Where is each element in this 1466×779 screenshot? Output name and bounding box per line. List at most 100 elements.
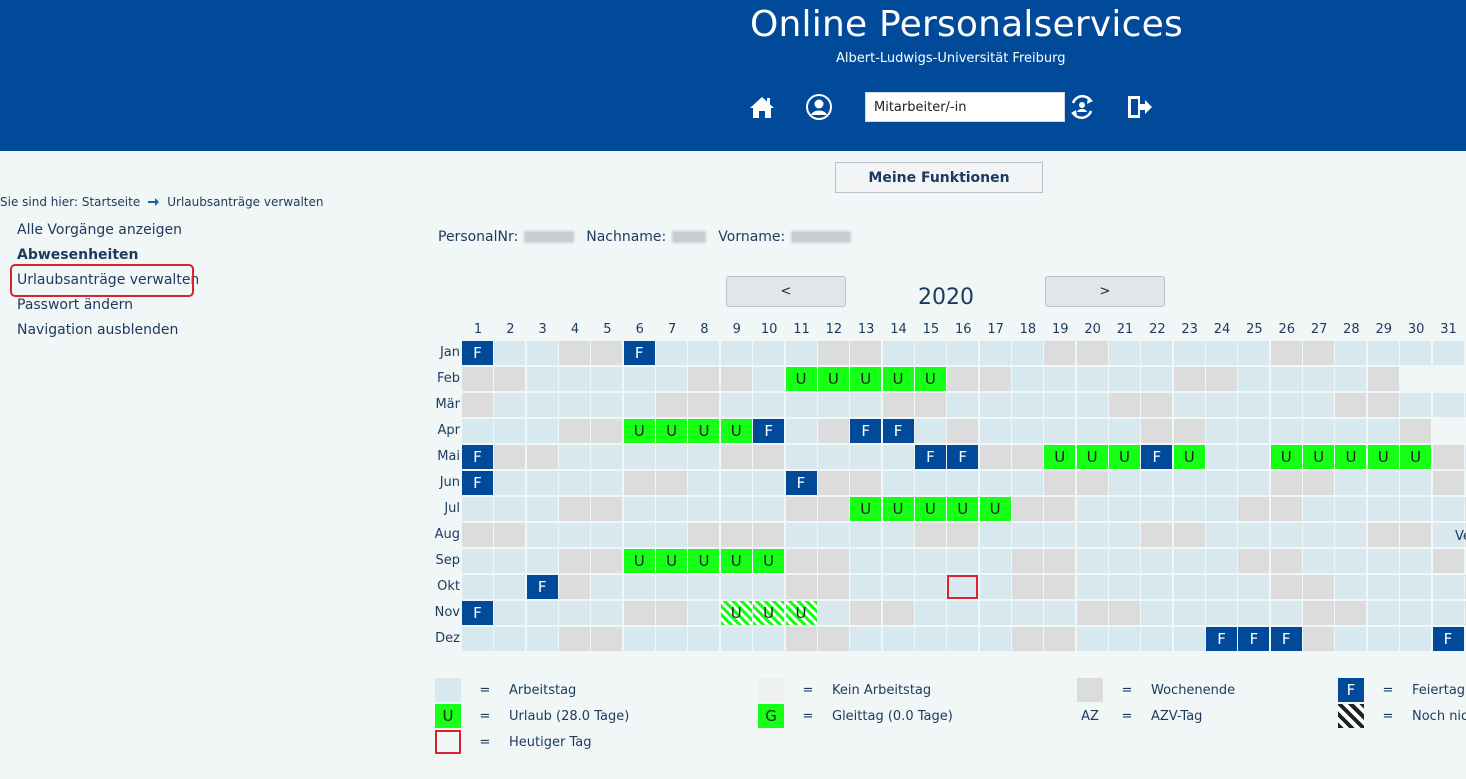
calendar-day-cell[interactable]	[526, 367, 558, 391]
calendar-day-cell[interactable]	[785, 393, 817, 417]
calendar-day-cell[interactable]	[1173, 341, 1205, 365]
calendar-day-cell[interactable]	[817, 601, 849, 625]
calendar-day-cell[interactable]	[979, 341, 1011, 365]
calendar-day-cell[interactable]	[785, 341, 817, 365]
calendar-day-cell[interactable]	[1432, 575, 1464, 599]
calendar-day-cell[interactable]	[1270, 601, 1302, 625]
calendar-day-cell[interactable]	[1206, 497, 1238, 521]
home-icon[interactable]	[747, 92, 777, 122]
calendar-day-cell[interactable]	[1303, 549, 1335, 573]
calendar-day-cell[interactable]	[785, 523, 817, 547]
calendar-vacation-cell[interactable]: U	[1303, 445, 1335, 469]
calendar-day-cell[interactable]	[656, 367, 688, 391]
calendar-day-cell[interactable]	[688, 341, 720, 365]
calendar-day-cell[interactable]	[623, 523, 655, 547]
calendar-day-cell[interactable]	[720, 497, 752, 521]
calendar-day-cell[interactable]	[914, 627, 946, 651]
my-functions-button[interactable]: Meine Funktionen	[835, 162, 1043, 193]
calendar-day-cell[interactable]	[720, 393, 752, 417]
calendar-day-cell[interactable]	[559, 393, 591, 417]
calendar-day-cell[interactable]	[1238, 367, 1270, 391]
calendar-day-cell[interactable]	[688, 445, 720, 469]
calendar-day-cell[interactable]	[1173, 471, 1205, 495]
calendar-day-cell[interactable]	[720, 575, 752, 599]
calendar-day-cell[interactable]	[1173, 497, 1205, 521]
calendar-day-cell[interactable]	[591, 601, 623, 625]
nav-item-absences[interactable]: Abwesenheiten	[17, 247, 139, 263]
calendar-day-cell[interactable]	[1109, 549, 1140, 573]
calendar-day-cell[interactable]	[914, 601, 946, 625]
calendar-day-cell[interactable]	[494, 575, 526, 599]
calendar-day-cell[interactable]	[688, 471, 720, 495]
calendar-day-cell[interactable]	[1141, 367, 1173, 391]
calendar-day-cell[interactable]	[494, 419, 526, 443]
calendar-day-cell[interactable]	[1206, 523, 1238, 547]
calendar-day-cell[interactable]	[1400, 627, 1432, 651]
calendar-day-cell[interactable]	[817, 393, 849, 417]
calendar-day-cell[interactable]	[1238, 419, 1270, 443]
calendar-day-cell[interactable]	[1011, 523, 1043, 547]
calendar-day-cell[interactable]	[1270, 367, 1302, 391]
calendar-day-cell[interactable]	[462, 549, 493, 573]
calendar-day-cell[interactable]	[1206, 471, 1238, 495]
calendar-day-cell[interactable]	[1109, 497, 1140, 521]
calendar-day-cell[interactable]	[1367, 601, 1399, 625]
calendar-day-cell[interactable]	[1044, 367, 1076, 391]
calendar-day-cell[interactable]	[1335, 523, 1367, 547]
calendar-day-cell[interactable]	[914, 419, 946, 443]
calendar-day-cell[interactable]	[882, 523, 914, 547]
calendar-vacation-cell[interactable]: U	[1109, 445, 1140, 469]
calendar-vacation-cell[interactable]: U	[656, 549, 688, 573]
calendar-pending-vacation-cell[interactable]: U	[785, 601, 817, 625]
calendar-day-cell[interactable]	[882, 445, 914, 469]
calendar-day-cell[interactable]	[559, 471, 591, 495]
calendar-vacation-cell[interactable]: U	[720, 549, 752, 573]
calendar-day-cell[interactable]	[882, 627, 914, 651]
calendar-vacation-cell[interactable]: U	[947, 497, 979, 521]
calendar-vacation-cell[interactable]: U	[1335, 445, 1367, 469]
calendar-day-cell[interactable]	[526, 549, 558, 573]
calendar-day-cell[interactable]	[688, 601, 720, 625]
calendar-day-cell[interactable]	[1141, 549, 1173, 573]
calendar-day-cell[interactable]	[656, 627, 688, 651]
calendar-day-cell[interactable]	[1109, 419, 1140, 443]
calendar-day-cell[interactable]	[494, 627, 526, 651]
calendar-day-cell[interactable]	[979, 575, 1011, 599]
previous-year-button[interactable]: <	[726, 276, 846, 307]
calendar-vacation-cell[interactable]: U	[979, 497, 1011, 521]
calendar-vacation-cell[interactable]: U	[656, 419, 688, 443]
calendar-day-cell[interactable]	[1206, 419, 1238, 443]
calendar-day-cell[interactable]	[850, 549, 882, 573]
calendar-day-cell[interactable]	[1206, 549, 1238, 573]
calendar-day-cell[interactable]	[1011, 471, 1043, 495]
calendar-day-cell[interactable]	[1400, 575, 1432, 599]
calendar-day-cell[interactable]	[882, 471, 914, 495]
calendar-day-cell[interactable]	[688, 575, 720, 599]
nav-item-hide-navigation[interactable]: Navigation ausblenden	[17, 322, 179, 338]
calendar-day-cell[interactable]	[623, 627, 655, 651]
calendar-day-cell[interactable]	[591, 367, 623, 391]
calendar-vacation-cell[interactable]: U	[850, 367, 882, 391]
calendar-day-cell[interactable]	[947, 393, 979, 417]
calendar-day-cell[interactable]	[1238, 341, 1270, 365]
calendar-day-cell[interactable]	[494, 601, 526, 625]
calendar-vacation-cell[interactable]: U	[1367, 445, 1399, 469]
calendar-day-cell[interactable]	[559, 601, 591, 625]
calendar-day-cell[interactable]	[1335, 341, 1367, 365]
calendar-day-cell[interactable]	[947, 627, 979, 651]
calendar-pending-vacation-cell[interactable]: U	[720, 601, 752, 625]
calendar-day-cell[interactable]	[850, 523, 882, 547]
calendar-day-cell[interactable]	[1206, 341, 1238, 365]
calendar-day-cell[interactable]	[462, 497, 493, 521]
logout-icon[interactable]	[1124, 92, 1154, 122]
calendar-day-cell[interactable]	[1011, 419, 1043, 443]
calendar-day-cell[interactable]	[1044, 419, 1076, 443]
calendar-day-cell[interactable]	[494, 471, 526, 495]
calendar-day-cell[interactable]	[753, 367, 785, 391]
calendar-day-cell[interactable]	[979, 471, 1011, 495]
calendar-day-cell[interactable]	[947, 341, 979, 365]
calendar-vacation-cell[interactable]: U	[882, 367, 914, 391]
calendar-day-cell[interactable]	[1432, 497, 1464, 521]
calendar-day-cell[interactable]	[979, 627, 1011, 651]
calendar-day-cell[interactable]	[1141, 471, 1173, 495]
